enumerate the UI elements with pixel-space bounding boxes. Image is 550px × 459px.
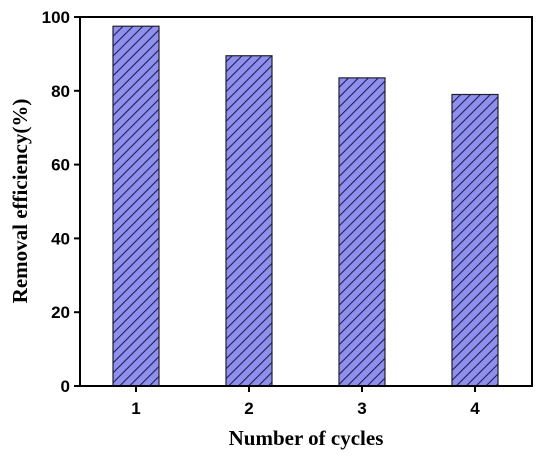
plot-frame xyxy=(79,16,533,387)
bars-group xyxy=(112,25,499,387)
x-tick-label: 3 xyxy=(357,399,366,418)
bar-cycle-4 xyxy=(451,93,499,387)
y-axis-title: Removal efficiency(%) xyxy=(8,99,32,304)
bar-cycle-1 xyxy=(112,25,160,387)
x-axis: 1 2 3 4 xyxy=(131,386,480,418)
y-tick-label: 0 xyxy=(61,377,70,396)
y-tick-label: 100 xyxy=(42,8,70,27)
y-tick-label: 60 xyxy=(51,156,70,175)
y-tick-label: 20 xyxy=(51,303,70,322)
x-tick-label: 2 xyxy=(244,399,253,418)
x-axis-title: Number of cycles xyxy=(229,426,384,450)
y-axis: 0 20 40 60 80 100 xyxy=(42,8,80,396)
y-tick-label: 80 xyxy=(51,82,70,101)
x-tick-label: 1 xyxy=(131,399,140,418)
bar-cycle-3 xyxy=(338,77,386,387)
bar-cycle-2 xyxy=(225,55,273,387)
x-tick-label: 4 xyxy=(470,399,480,418)
y-tick-label: 40 xyxy=(51,229,70,248)
